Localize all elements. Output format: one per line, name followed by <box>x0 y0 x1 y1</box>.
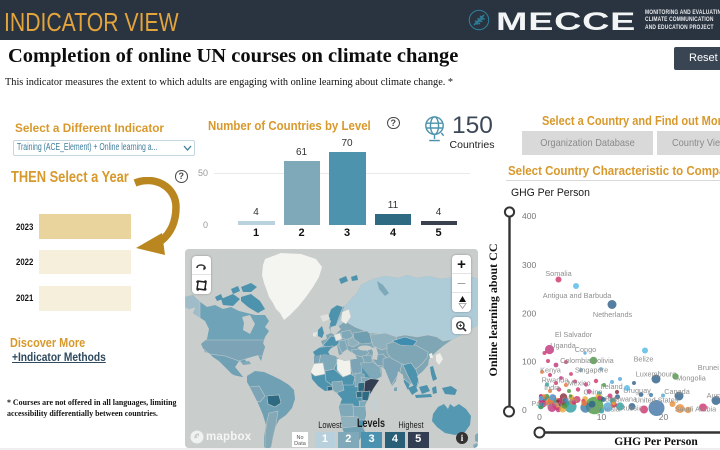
svg-text:Colombia: Colombia <box>560 356 592 365</box>
svg-text:Somalia: Somalia <box>545 269 572 278</box>
svg-text:GHG Per Person: GHG Per Person <box>614 436 698 448</box>
svg-text:Uganda: Uganda <box>550 341 577 350</box>
svg-text:Bolivia: Bolivia <box>592 356 614 365</box>
svg-text:Congo: Congo <box>575 345 597 354</box>
svg-text:Luxembourg: Luxembourg <box>636 370 677 379</box>
svg-text:Uruguay: Uruguay <box>623 386 651 395</box>
svg-text:10: 10 <box>597 412 607 422</box>
svg-text:100: 100 <box>522 357 536 367</box>
svg-text:Chile: Chile <box>562 396 579 405</box>
svg-text:United States: United States <box>635 396 679 405</box>
svg-text:El Salvador: El Salvador <box>555 330 593 339</box>
svg-text:GHG Per Person: GHG Per Person <box>511 187 590 199</box>
svg-text:Brunei Da: Brunei Da <box>698 363 720 372</box>
svg-text:Mongolia: Mongolia <box>676 374 707 383</box>
svg-text:Rwanda: Rwanda <box>542 376 570 385</box>
svg-text:Mexico: Mexico <box>567 379 590 388</box>
svg-text:400: 400 <box>522 211 536 221</box>
svg-text:300: 300 <box>522 260 536 270</box>
svg-text:India: India <box>544 383 561 392</box>
svg-text:20: 20 <box>659 412 669 422</box>
svg-text:Paraguay: Paraguay <box>531 399 563 408</box>
svg-text:0: 0 <box>537 412 542 422</box>
svg-text:Belize: Belize <box>634 355 654 364</box>
svg-text:Antigua and Barbuda: Antigua and Barbuda <box>543 291 613 300</box>
svg-text:Indonesia: Indonesia <box>588 405 621 414</box>
svg-text:Ireland: Ireland <box>600 382 622 391</box>
svg-text:Canada: Canada <box>664 387 691 396</box>
svg-text:Botswana: Botswana <box>605 395 638 404</box>
svg-text:Saudi Arabia: Saudi Arabia <box>675 405 717 414</box>
svg-text:Austral: Austral <box>707 391 720 400</box>
svg-text:China: China <box>583 388 603 397</box>
svg-text:Kenya: Kenya <box>540 366 562 375</box>
svg-text:Russia: Russia <box>620 404 643 413</box>
svg-text:200: 200 <box>522 309 536 319</box>
svg-text:0: 0 <box>522 405 527 415</box>
svg-text:Online learning about CC: Online learning about CC <box>488 243 500 376</box>
svg-text:Netherlands: Netherlands <box>593 310 633 319</box>
svg-text:Singapore: Singapore <box>575 366 608 375</box>
